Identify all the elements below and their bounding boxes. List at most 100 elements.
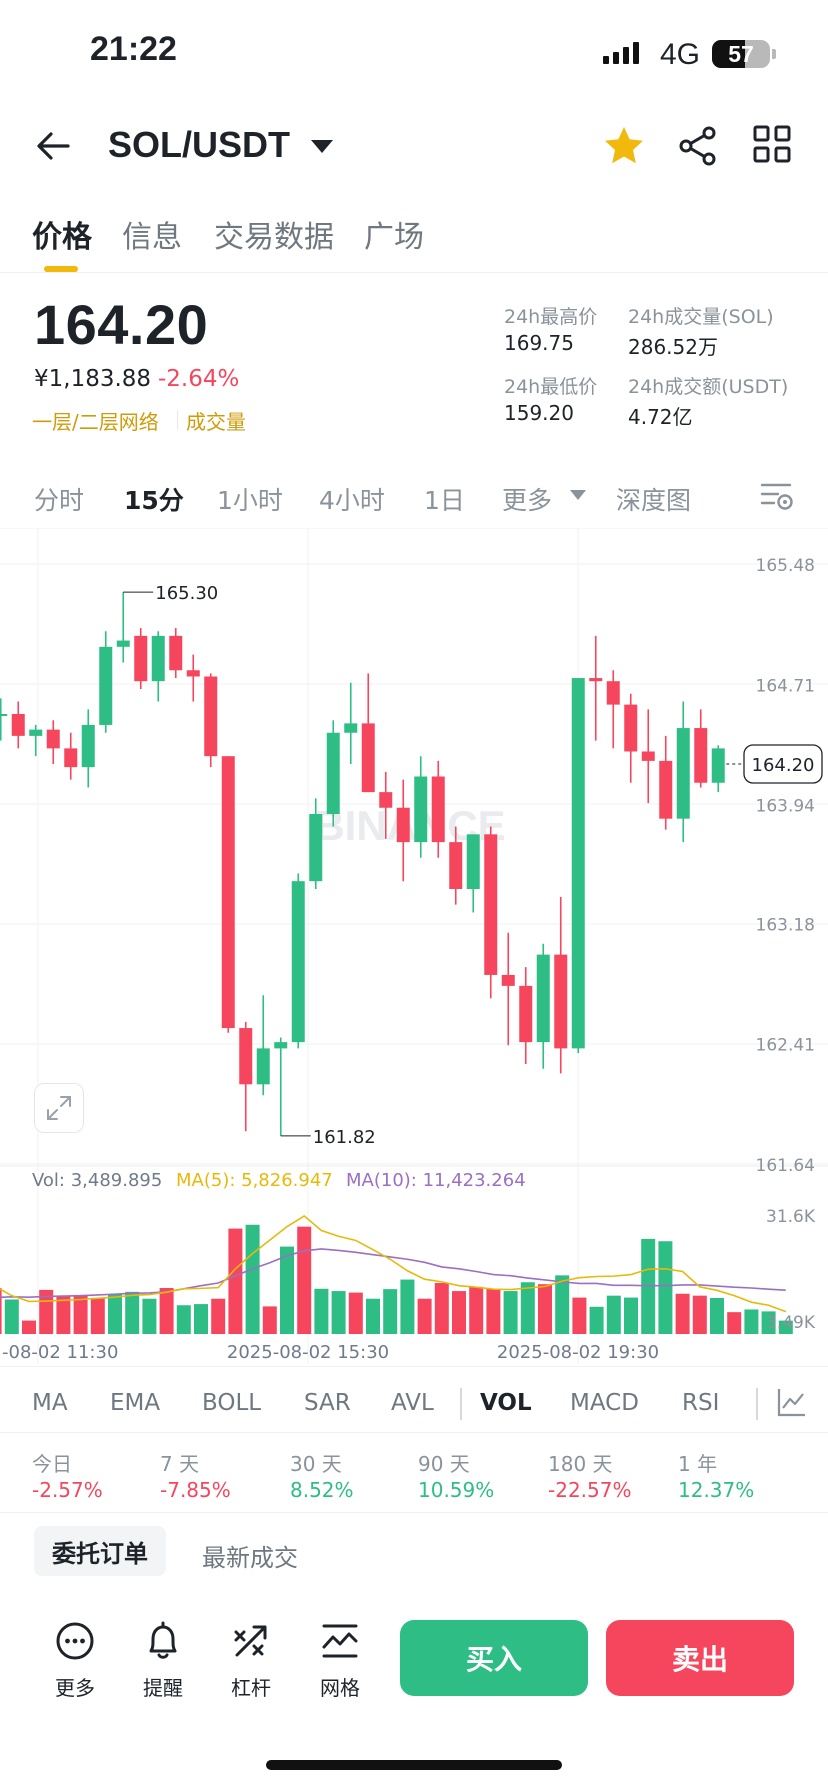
share-icon[interactable] xyxy=(676,124,720,168)
volume-axis-tick: 31.6K xyxy=(766,1207,816,1227)
bottom-grid-button[interactable]: 网格 xyxy=(305,1620,375,1701)
indicator-divider xyxy=(460,1388,462,1420)
current-price-box xyxy=(743,744,823,784)
performance-label: 7 天 xyxy=(160,1452,200,1476)
performance-value: 8.52% xyxy=(290,1478,354,1502)
tag-volume[interactable]: 成交量 xyxy=(186,410,246,434)
volume-bar xyxy=(73,1294,88,1334)
price-chart[interactable]: BINANCE 165.48164.71163.94163.18162.4116… xyxy=(0,528,828,1364)
candle-body xyxy=(554,954,568,1049)
favorite-star-icon[interactable] xyxy=(602,124,646,168)
pair-selector[interactable]: SOL/USDT xyxy=(108,124,291,165)
candle-body xyxy=(641,751,655,761)
buy-button[interactable]: 买入 xyxy=(400,1620,588,1696)
indicator-settings-icon[interactable] xyxy=(776,1386,808,1418)
high-price-label: 165.30 xyxy=(155,583,218,604)
price-axis-tick: 161.64 xyxy=(756,1156,815,1176)
volume-bar xyxy=(228,1228,243,1334)
tab-latest-trades[interactable]: 最新成交 xyxy=(202,1544,298,1572)
bottom-leverage-button[interactable]: 杠杆 xyxy=(216,1620,286,1701)
candle-body xyxy=(0,714,8,716)
home-indicator xyxy=(266,1760,562,1770)
indicator-ema[interactable]: EMA xyxy=(110,1390,161,1416)
bottom-more-label: 更多 xyxy=(55,1676,95,1700)
volume-bar xyxy=(658,1241,673,1334)
candle-body xyxy=(589,678,603,682)
volume-bar xyxy=(56,1296,71,1334)
timeframe-1d[interactable]: 1日 xyxy=(424,486,465,515)
chevron-down-icon[interactable] xyxy=(570,490,586,500)
back-arrow-icon[interactable] xyxy=(34,126,74,166)
price-change-percent: -2.64% xyxy=(158,366,240,392)
indicator-rsi[interactable]: RSI xyxy=(682,1390,720,1416)
stat-24h-volume-label: 24h成交量(SOL) xyxy=(628,306,774,328)
volume-bar xyxy=(520,1282,535,1334)
indicator-boll[interactable]: BOLL xyxy=(202,1390,262,1416)
bottom-more-button[interactable]: 更多 xyxy=(40,1620,110,1701)
tab-square[interactable]: 广场 xyxy=(364,220,424,255)
time-axis-tick: 2025-08-02 19:30 xyxy=(497,1342,659,1363)
bottom-alert-label: 提醒 xyxy=(143,1676,183,1700)
tabs-divider xyxy=(0,272,828,273)
volume-bar xyxy=(366,1298,380,1334)
volume-bar xyxy=(314,1288,329,1334)
network-type: 4G xyxy=(660,38,701,71)
candle-body xyxy=(221,756,235,1029)
indicator-avl[interactable]: AVL xyxy=(391,1390,434,1416)
volume-bar xyxy=(538,1284,552,1334)
volume-bar xyxy=(331,1291,346,1334)
volume-bar xyxy=(125,1291,140,1334)
tag-layer-network[interactable]: 一层/二层网络 xyxy=(32,410,159,434)
volume-bar xyxy=(572,1297,587,1334)
candle-body xyxy=(46,729,60,749)
price-axis-tick: 164.71 xyxy=(756,676,815,696)
candle-body xyxy=(396,807,410,843)
stat-24h-turnover-value: 4.72亿 xyxy=(628,405,693,429)
grid-menu-icon[interactable] xyxy=(752,124,792,164)
timeframe-line[interactable]: 分时 xyxy=(34,486,85,515)
timeframe-1h[interactable]: 1小时 xyxy=(217,486,283,515)
candle-body xyxy=(326,732,340,814)
tab-info[interactable]: 信息 xyxy=(122,220,182,255)
volume-bar xyxy=(245,1224,260,1334)
volume-bar xyxy=(417,1298,432,1334)
timeframe-4h[interactable]: 4小时 xyxy=(319,486,385,515)
price-cny: ¥1,183.88 xyxy=(34,366,152,392)
expand-chart-button[interactable] xyxy=(34,1083,84,1133)
candle-body xyxy=(64,748,78,768)
volume-bar xyxy=(503,1291,518,1334)
performance-label: 今日 xyxy=(32,1452,72,1476)
candle-body xyxy=(466,834,480,889)
candle-body xyxy=(571,678,585,1049)
candle-body xyxy=(116,640,130,647)
chevron-down-icon[interactable] xyxy=(311,140,333,153)
chart-settings-icon[interactable] xyxy=(760,480,794,512)
bottom-alert-button[interactable]: 提醒 xyxy=(128,1620,198,1701)
vol-legend-ma10: MA(10): 11,423.264 xyxy=(346,1170,526,1191)
timeframe-more[interactable]: 更多 xyxy=(502,486,553,515)
indicator-sar[interactable]: SAR xyxy=(304,1390,351,1416)
tab-trading-data[interactable]: 交易数据 xyxy=(214,220,334,255)
volume-axis-tick: 3.49K xyxy=(766,1313,816,1333)
depth-chart-tab[interactable]: 深度图 xyxy=(616,486,692,515)
ma5-line xyxy=(0,1214,787,1313)
candle-body xyxy=(11,714,25,736)
stat-24h-high-value: 169.75 xyxy=(504,331,574,355)
candle-body xyxy=(659,760,673,819)
tab-open-orders[interactable]: 委托订单 xyxy=(34,1526,166,1576)
volume-bar xyxy=(761,1311,776,1334)
candle-body xyxy=(361,723,375,793)
volume-bar xyxy=(211,1298,226,1334)
volume-bar xyxy=(555,1275,570,1334)
performance-value: 12.37% xyxy=(678,1478,755,1502)
indicator-vol[interactable]: VOL xyxy=(480,1390,532,1416)
vol-legend-vol: Vol: 3,489.895 xyxy=(32,1170,163,1191)
tag-divider xyxy=(177,410,178,430)
candle-body xyxy=(291,881,305,1043)
sell-button[interactable]: 卖出 xyxy=(606,1620,794,1696)
timeframe-15m[interactable]: 15分 xyxy=(124,486,184,515)
tab-price[interactable]: 价格 xyxy=(32,220,92,255)
indicator-ma[interactable]: MA xyxy=(32,1390,68,1416)
indicator-macd[interactable]: MACD xyxy=(570,1390,639,1416)
battery-tip xyxy=(772,49,776,59)
